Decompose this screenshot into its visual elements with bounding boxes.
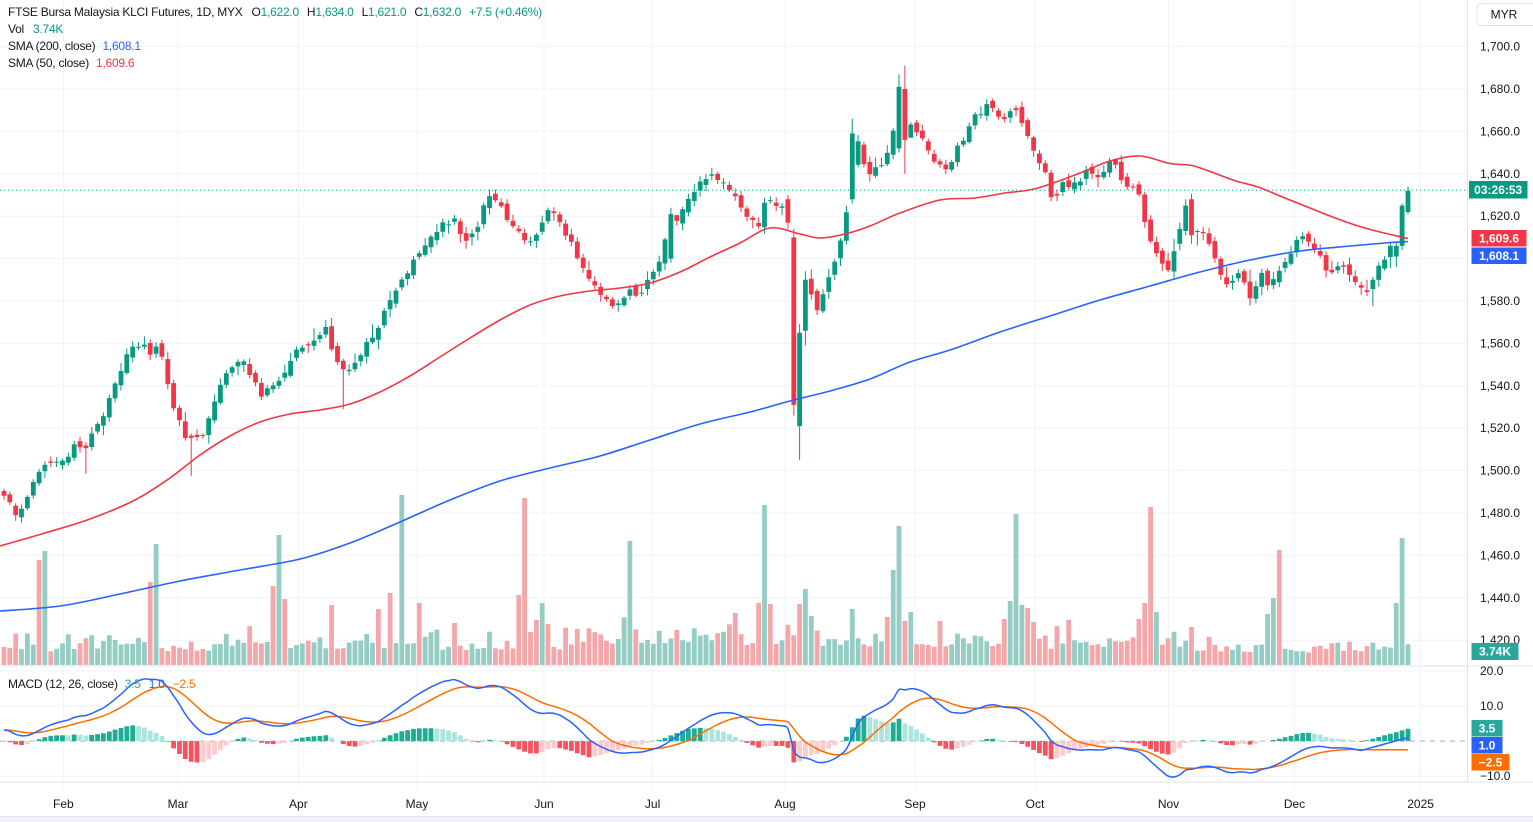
svg-text:1,580.0: 1,580.0 <box>1480 294 1520 308</box>
svg-text:03:26:53: 03:26:53 <box>1474 183 1522 197</box>
svg-text:Dec: Dec <box>1284 797 1305 811</box>
svg-text:Sep: Sep <box>904 797 926 811</box>
svg-text:Feb: Feb <box>53 797 74 811</box>
svg-text:3.5: 3.5 <box>1479 722 1496 736</box>
svg-text:1,608.1: 1,608.1 <box>1479 249 1519 263</box>
svg-text:1,480.0: 1,480.0 <box>1480 506 1520 520</box>
svg-text:1,700.0: 1,700.0 <box>1480 40 1520 54</box>
svg-text:Apr: Apr <box>289 797 308 811</box>
svg-text:Jun: Jun <box>534 797 553 811</box>
svg-text:1.0: 1.0 <box>1479 739 1496 753</box>
svg-text:MYR: MYR <box>1491 8 1518 22</box>
svg-text:20.0: 20.0 <box>1480 664 1504 678</box>
svg-text:1,609.6: 1,609.6 <box>1479 231 1519 245</box>
svg-text:3.74K: 3.74K <box>1479 645 1511 659</box>
svg-text:10.0: 10.0 <box>1480 699 1504 713</box>
svg-text:Oct: Oct <box>1026 797 1045 811</box>
svg-text:2025: 2025 <box>1407 797 1434 811</box>
svg-text:SMA (200, close) 1,608.1: SMA (200, close) 1,608.1 <box>8 39 141 53</box>
svg-text:−10.0: −10.0 <box>1480 769 1511 783</box>
svg-text:Mar: Mar <box>168 797 189 811</box>
svg-text:1,640.0: 1,640.0 <box>1480 167 1520 181</box>
svg-text:MACD (12, 26, close) 3.51.0−2.: MACD (12, 26, close) 3.5 1.0 −2.5 <box>8 677 196 691</box>
svg-text:Nov: Nov <box>1158 797 1179 811</box>
svg-text:SMA (50, close) 1,609.6: SMA (50, close) 1,609.6 <box>8 56 135 70</box>
svg-text:1,500.0: 1,500.0 <box>1480 464 1520 478</box>
svg-text:1,520.0: 1,520.0 <box>1480 421 1520 435</box>
svg-text:1,440.0: 1,440.0 <box>1480 591 1520 605</box>
svg-text:1,660.0: 1,660.0 <box>1480 124 1520 138</box>
svg-text:−2.5: −2.5 <box>1479 756 1503 770</box>
svg-text:1,460.0: 1,460.0 <box>1480 548 1520 562</box>
svg-text:Aug: Aug <box>774 797 795 811</box>
svg-text:Jul: Jul <box>645 797 660 811</box>
svg-text:1,680.0: 1,680.0 <box>1480 82 1520 96</box>
svg-text:May: May <box>406 797 429 811</box>
svg-text:1,620.0: 1,620.0 <box>1480 209 1520 223</box>
svg-text:1,560.0: 1,560.0 <box>1480 336 1520 350</box>
svg-text:Vol 3.74K: Vol 3.74K <box>8 22 63 36</box>
svg-text:1,540.0: 1,540.0 <box>1480 379 1520 393</box>
